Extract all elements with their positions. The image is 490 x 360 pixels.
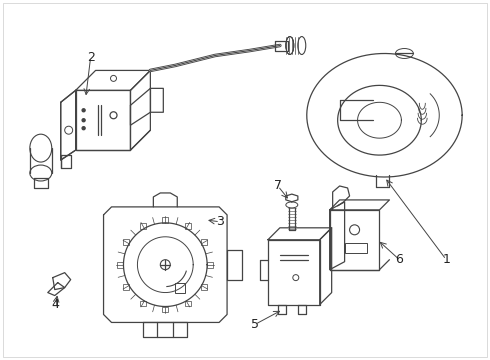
Circle shape bbox=[82, 127, 85, 130]
Text: 4: 4 bbox=[52, 298, 60, 311]
Text: 1: 1 bbox=[442, 253, 450, 266]
Circle shape bbox=[82, 119, 85, 122]
Circle shape bbox=[82, 109, 85, 112]
Text: 3: 3 bbox=[216, 215, 224, 228]
Text: 7: 7 bbox=[274, 180, 282, 193]
Text: 6: 6 bbox=[395, 253, 403, 266]
Text: 5: 5 bbox=[251, 318, 259, 331]
Text: 2: 2 bbox=[87, 51, 95, 64]
